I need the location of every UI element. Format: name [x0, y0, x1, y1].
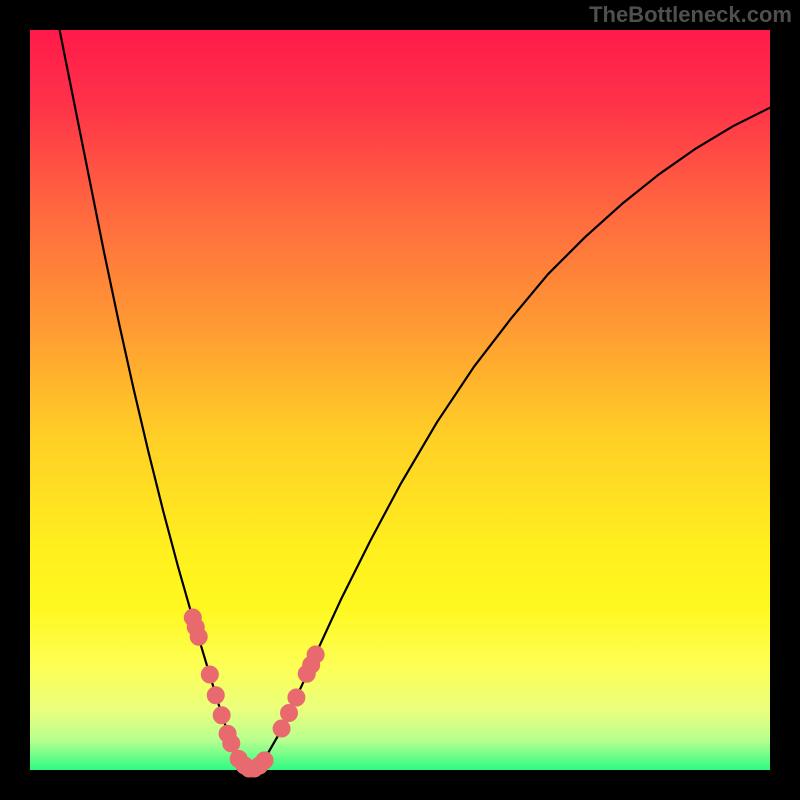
marker-dot	[307, 646, 324, 663]
marker-dot	[281, 705, 298, 722]
marker-dot	[213, 707, 230, 724]
marker-dot	[273, 720, 290, 737]
marker-dot	[207, 687, 224, 704]
marker-dot	[288, 689, 305, 706]
gradient-background	[30, 30, 770, 770]
watermark-text: TheBottleneck.com	[589, 2, 792, 28]
marker-dot	[190, 628, 207, 645]
chart-svg	[0, 0, 800, 800]
marker-dot	[256, 752, 273, 769]
marker-dot	[201, 666, 218, 683]
marker-dot	[223, 735, 240, 752]
chart-frame: TheBottleneck.com	[0, 0, 800, 800]
